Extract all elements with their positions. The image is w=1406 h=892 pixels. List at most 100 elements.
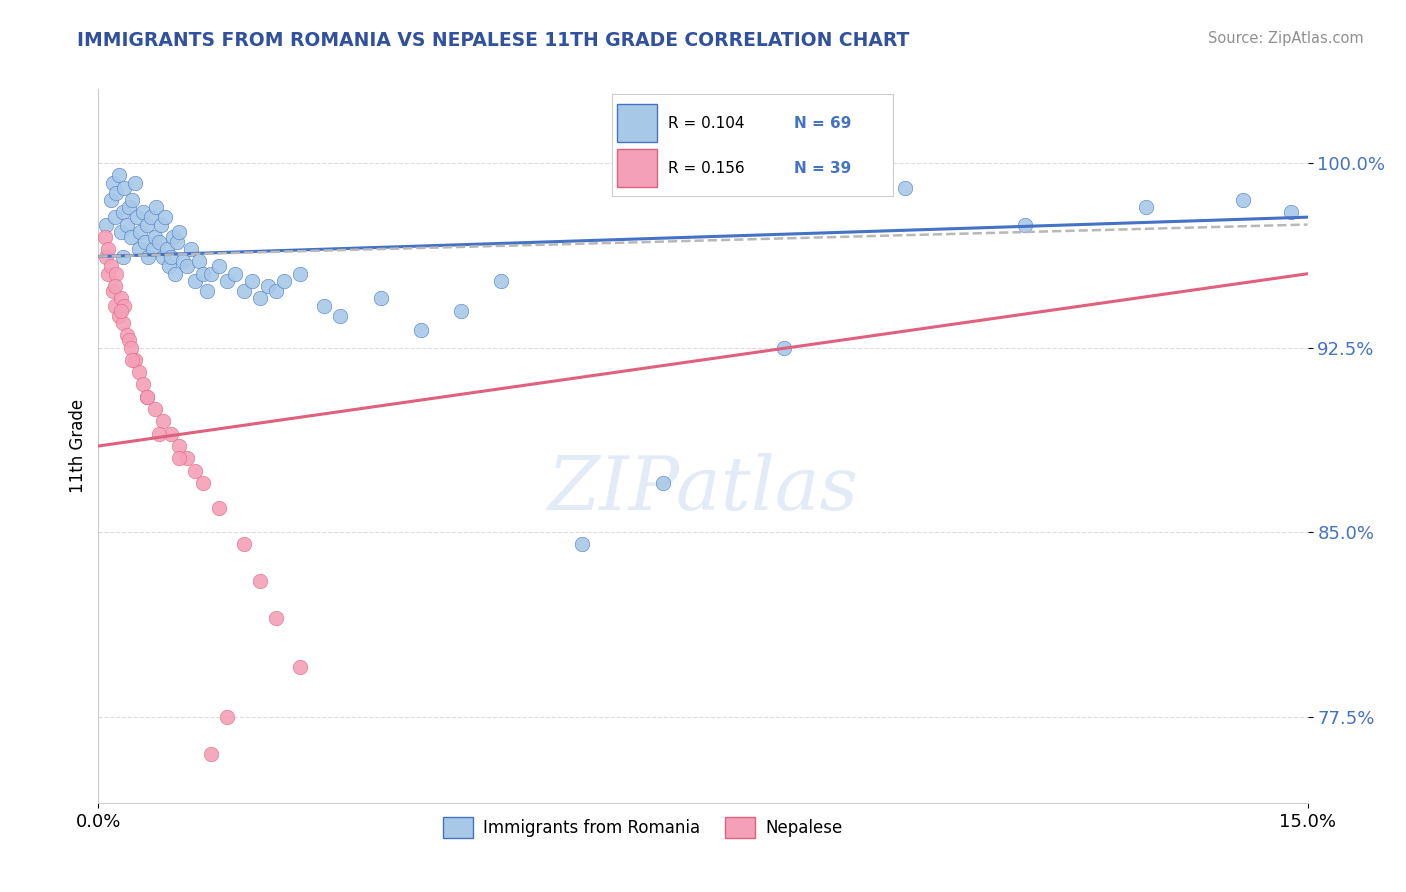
Point — [217, 274, 239, 288]
Point — [152, 250, 174, 264]
Point — [132, 377, 155, 392]
Point — [208, 260, 231, 274]
Point — [134, 235, 156, 249]
Point — [96, 218, 118, 232]
Text: N = 39: N = 39 — [794, 161, 852, 176]
Point — [110, 291, 132, 305]
Point — [1135, 200, 1157, 214]
Point — [288, 660, 311, 674]
Text: IMMIGRANTS FROM ROMANIA VS NEPALESE 11TH GRADE CORRELATION CHART: IMMIGRANTS FROM ROMANIA VS NEPALESE 11TH… — [77, 31, 910, 50]
Point — [156, 242, 179, 256]
Y-axis label: 11th Grade: 11th Grade — [69, 399, 87, 493]
Point — [143, 402, 166, 417]
Point — [96, 250, 118, 264]
Point — [249, 574, 271, 589]
Point — [148, 426, 170, 441]
Point — [111, 316, 134, 330]
Point — [208, 500, 231, 515]
Point — [111, 205, 134, 219]
Point — [167, 451, 190, 466]
Point — [103, 210, 125, 224]
Point — [651, 475, 673, 490]
Point — [163, 267, 186, 281]
Point — [135, 390, 157, 404]
Point — [153, 210, 176, 224]
Point — [893, 180, 915, 194]
Point — [100, 193, 122, 207]
Point — [110, 303, 132, 318]
Bar — [617, 149, 657, 187]
Point — [193, 267, 215, 281]
Point — [94, 230, 117, 244]
Point — [232, 284, 254, 298]
Point — [162, 230, 184, 244]
Point — [200, 747, 222, 761]
Text: R = 0.104: R = 0.104 — [668, 116, 744, 130]
Point — [107, 309, 129, 323]
Point — [172, 254, 194, 268]
Point — [101, 176, 124, 190]
Point — [240, 274, 263, 288]
Point — [124, 176, 146, 190]
Point — [115, 218, 138, 232]
Point — [120, 230, 142, 244]
Point — [167, 439, 190, 453]
Point — [200, 267, 222, 281]
Point — [217, 709, 239, 723]
Point — [160, 250, 183, 264]
Text: N = 69: N = 69 — [794, 116, 852, 130]
Point — [314, 299, 336, 313]
Point — [139, 210, 162, 224]
Point — [112, 299, 135, 313]
Point — [264, 284, 287, 298]
Point — [115, 328, 138, 343]
Point — [256, 279, 278, 293]
Point — [150, 218, 173, 232]
Point — [128, 242, 150, 256]
Point — [118, 200, 141, 214]
Point — [105, 186, 128, 200]
Point — [143, 230, 166, 244]
Point — [152, 414, 174, 428]
Point — [128, 365, 150, 379]
Text: R = 0.156: R = 0.156 — [668, 161, 744, 176]
Point — [167, 225, 190, 239]
Point — [121, 352, 143, 367]
Point — [193, 475, 215, 490]
Point — [100, 260, 122, 274]
Point — [772, 341, 794, 355]
Point — [103, 279, 125, 293]
Point — [105, 267, 128, 281]
Point — [249, 291, 271, 305]
Point — [1281, 205, 1303, 219]
Point — [118, 333, 141, 347]
Point — [1014, 218, 1036, 232]
Point — [1232, 193, 1254, 207]
Point — [145, 200, 167, 214]
Point — [157, 260, 180, 274]
Point — [127, 210, 149, 224]
Point — [264, 611, 287, 625]
Point — [107, 169, 129, 183]
Point — [121, 193, 143, 207]
Point — [370, 291, 392, 305]
Point — [112, 180, 135, 194]
Text: ZIPatlas: ZIPatlas — [547, 452, 859, 525]
Point — [232, 537, 254, 551]
Point — [188, 254, 211, 268]
Point — [132, 205, 155, 219]
Point — [160, 426, 183, 441]
Point — [101, 284, 124, 298]
Point — [97, 242, 120, 256]
Point — [195, 284, 218, 298]
Point — [111, 250, 134, 264]
Point — [135, 218, 157, 232]
Point — [110, 225, 132, 239]
Point — [409, 323, 432, 337]
Point — [135, 390, 157, 404]
Text: Source: ZipAtlas.com: Source: ZipAtlas.com — [1208, 31, 1364, 46]
Point — [184, 274, 207, 288]
Point — [180, 242, 202, 256]
Point — [224, 267, 246, 281]
Point — [329, 309, 352, 323]
